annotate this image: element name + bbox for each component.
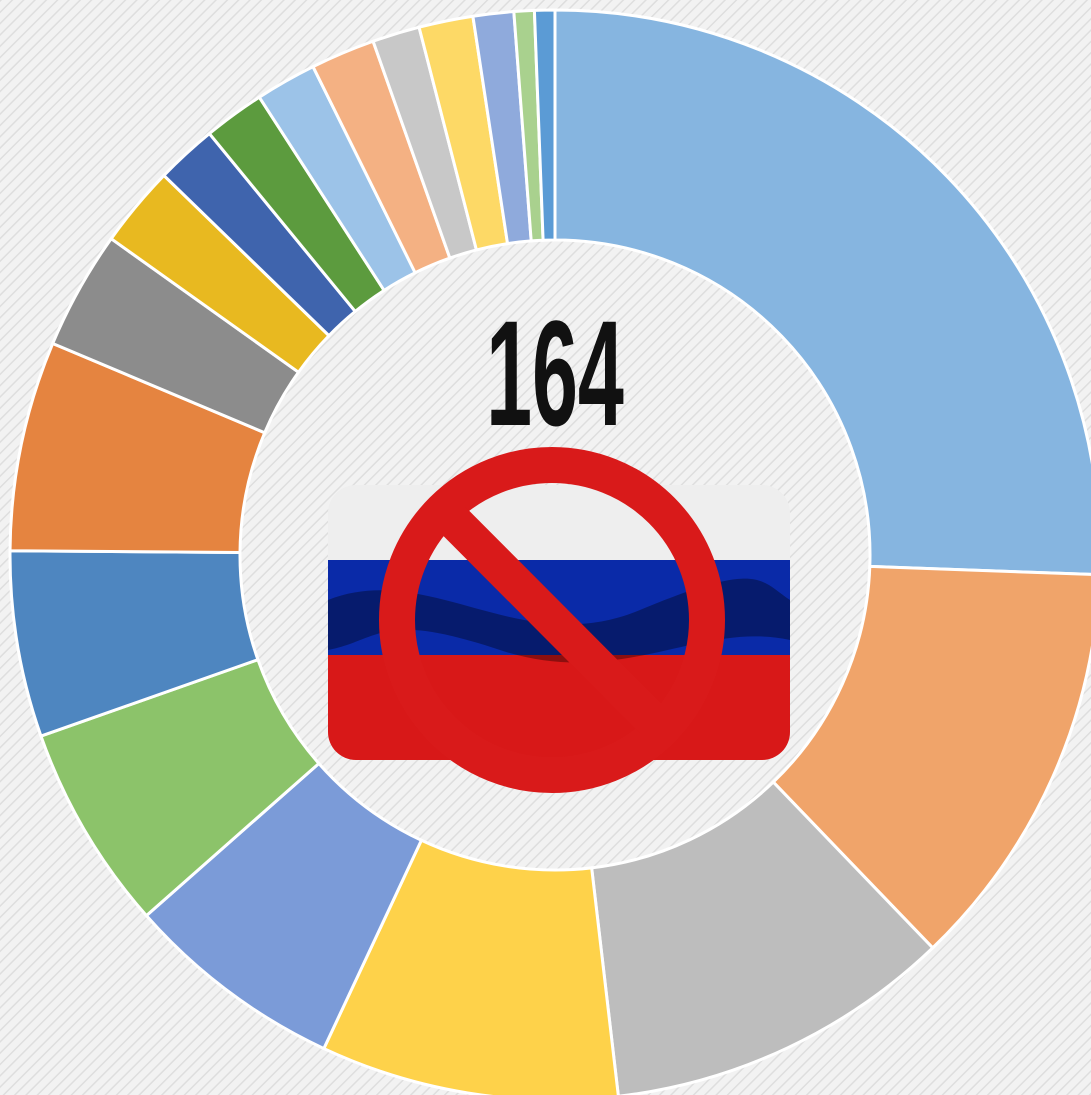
- donut-segment: [532, 8, 557, 242]
- donut: [8, 8, 1091, 1095]
- donut-segment: [553, 8, 1091, 576]
- donut-segment: [771, 564, 1091, 951]
- center-label: 164: [486, 289, 624, 458]
- donut-segment: [589, 779, 935, 1095]
- flag-icon: [328, 447, 790, 793]
